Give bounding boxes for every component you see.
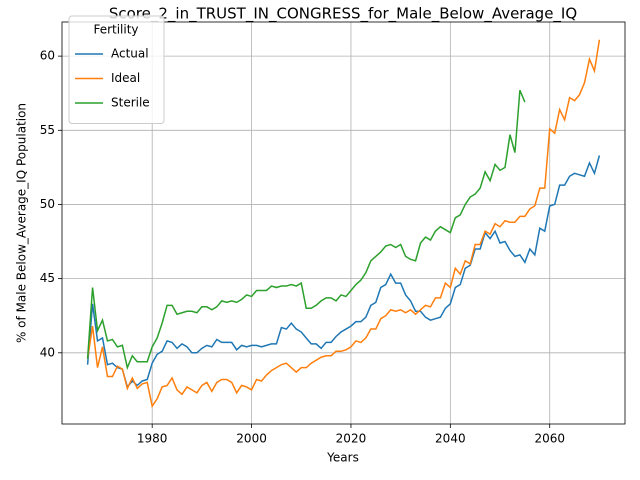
x-tick-label: 2020 [336, 432, 367, 446]
line [86, 89, 526, 371]
x-tick-label: 2040 [435, 432, 466, 446]
legend-label: Actual [111, 47, 149, 61]
chart-title: Score_2_in_TRUST_IN_CONGRESS_for_Male_Be… [109, 5, 577, 24]
x-tick-label: 2000 [236, 432, 267, 446]
y-tick-label: 45 [40, 271, 55, 285]
line [86, 155, 601, 389]
y-tick-label: 50 [40, 197, 55, 211]
y-axis-label: % of Male Below_Average_IQ Population [15, 103, 29, 343]
y-tick-label: 40 [40, 345, 55, 359]
legend-box [68, 15, 165, 124]
x-axis-label: Years [326, 451, 359, 465]
legend-label: Ideal [111, 71, 140, 85]
legend-title: Fertility [93, 23, 138, 37]
plot-frame [61, 21, 626, 425]
y-tick-label: 55 [40, 123, 55, 137]
x-tick-label: 2060 [534, 432, 565, 446]
x-tick-label: 1980 [137, 432, 168, 446]
legend-label: Sterile [111, 96, 150, 110]
y-tick-label: 60 [40, 49, 55, 63]
line [86, 39, 601, 409]
